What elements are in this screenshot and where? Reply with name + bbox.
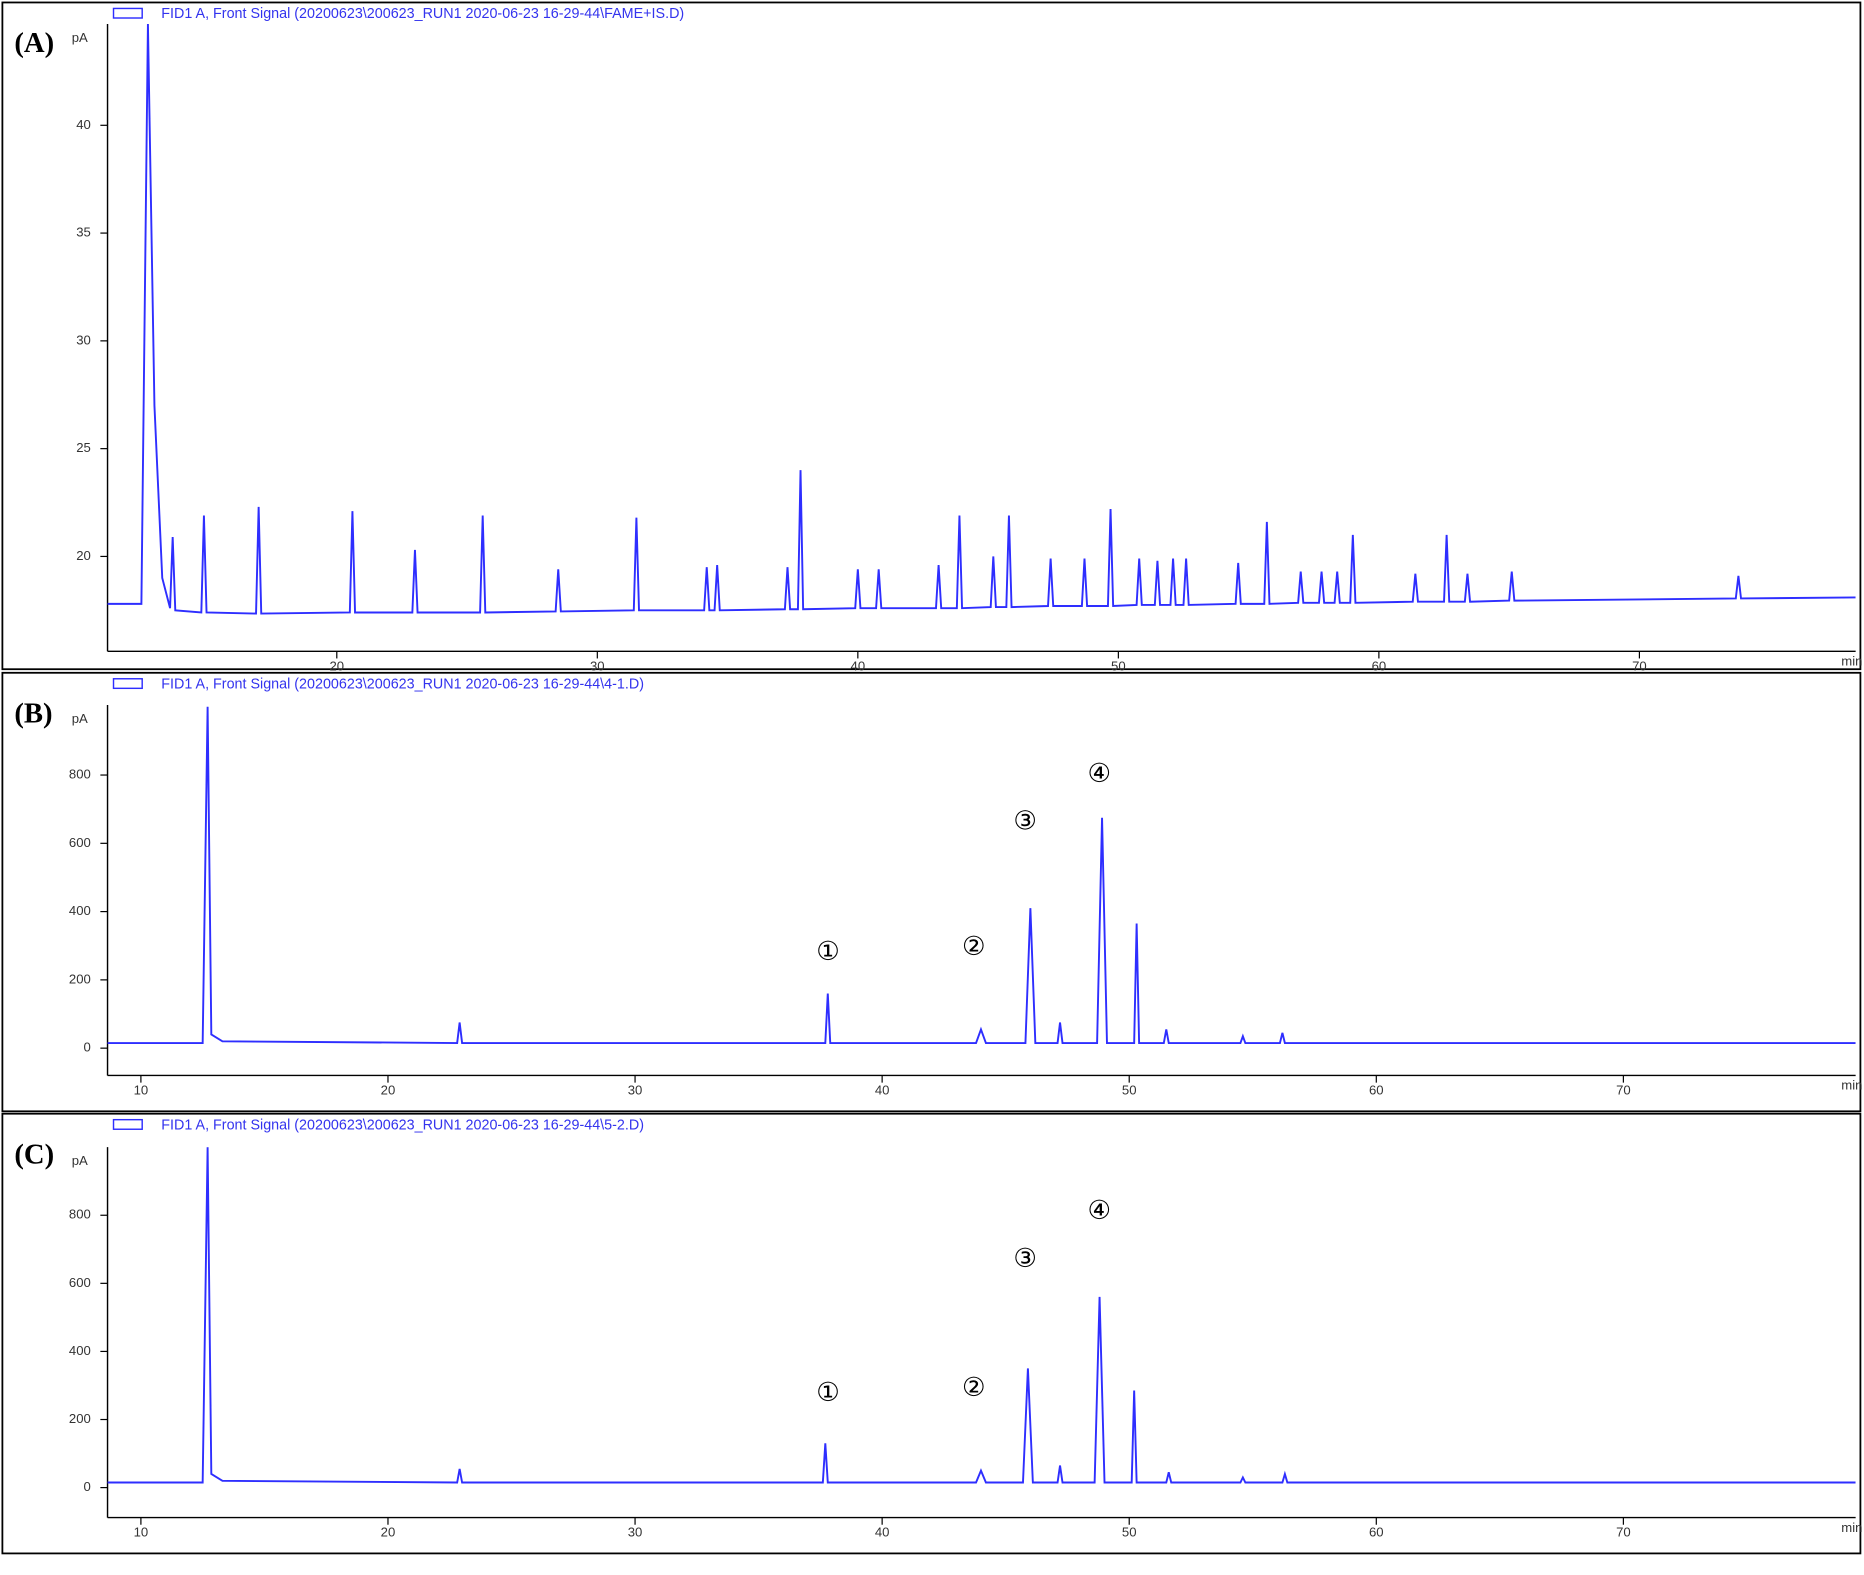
peak-annotation: ③	[1013, 807, 1037, 837]
peak-annotation: ①	[816, 937, 840, 967]
y-tick-label: 0	[83, 1040, 90, 1055]
signal-line	[107, 706, 1856, 1044]
y-tick-label: 800	[69, 1207, 91, 1222]
signal-line	[107, 1147, 1856, 1484]
legend-swatch	[112, 678, 143, 690]
x-tick-label: 10	[134, 1525, 149, 1540]
x-tick-label: 50	[1122, 1525, 1137, 1540]
y-tick-label: 25	[76, 440, 91, 455]
x-tick-label: 20	[381, 1525, 396, 1540]
panel-frame	[1, 1112, 1862, 1555]
y-tick-label: 400	[69, 1343, 91, 1358]
x-tick-label: 50	[1111, 658, 1126, 673]
y-tick-label: 0	[83, 1479, 90, 1494]
panel-label: (B)	[14, 697, 52, 729]
y-tick-label: 30	[76, 332, 91, 347]
x-tick-label: 70	[1616, 1525, 1631, 1540]
x-tick-label: 10	[134, 1082, 149, 1097]
y-tick-label: 200	[69, 1411, 91, 1426]
y-tick-label: 40	[76, 117, 91, 132]
y-axis-label: pA	[72, 30, 88, 45]
legend-swatch	[112, 1118, 143, 1130]
x-tick-label: 30	[628, 1082, 643, 1097]
x-tick-label: 30	[628, 1525, 643, 1540]
legend-text: FID1 A, Front Signal (20200623\200623_RU…	[161, 6, 684, 22]
legend-text: FID1 A, Front Signal (20200623\200623_RU…	[161, 1117, 644, 1133]
y-tick-label: 600	[69, 1275, 91, 1290]
x-axis-label: min	[1841, 654, 1862, 669]
x-tick-label: 50	[1122, 1082, 1137, 1097]
y-tick-label: 400	[69, 903, 91, 918]
peak-annotation: ④	[1088, 759, 1112, 789]
panel-label: (C)	[14, 1138, 54, 1170]
legend-text: FID1 A, Front Signal (20200623\200623_RU…	[161, 677, 644, 693]
y-axis-label: pA	[72, 711, 88, 726]
y-tick-label: 35	[76, 225, 91, 240]
x-tick-label: 40	[851, 658, 866, 673]
peak-annotation: ①	[816, 1378, 840, 1408]
x-tick-label: 20	[381, 1082, 396, 1097]
x-tick-label: 60	[1372, 658, 1387, 673]
x-tick-label: 40	[875, 1082, 890, 1097]
y-tick-label: 600	[69, 835, 91, 850]
x-tick-label: 60	[1369, 1082, 1384, 1097]
x-tick-label: 60	[1369, 1525, 1384, 1540]
y-tick-label: 20	[76, 548, 91, 563]
peak-annotation: ③	[1013, 1244, 1037, 1274]
x-tick-label: 70	[1632, 658, 1647, 673]
y-axis-label: pA	[72, 1153, 88, 1168]
peak-annotation: ④	[1088, 1196, 1112, 1226]
panel-frame	[1, 1, 1862, 671]
y-tick-label: 200	[69, 971, 91, 986]
legend-swatch	[112, 7, 143, 19]
x-tick-label: 30	[590, 658, 605, 673]
x-tick-label: 20	[329, 658, 344, 673]
panel-frame	[1, 671, 1862, 1113]
peak-annotation: ②	[962, 1373, 986, 1403]
y-tick-label: 800	[69, 767, 91, 782]
x-tick-label: 40	[875, 1525, 890, 1540]
panel-label: (A)	[14, 27, 54, 59]
signal-line	[107, 23, 1856, 615]
peak-annotation: ②	[962, 932, 986, 962]
x-axis-label: min	[1841, 1078, 1862, 1093]
x-axis-label: min	[1841, 1520, 1862, 1535]
x-tick-label: 70	[1616, 1082, 1631, 1097]
